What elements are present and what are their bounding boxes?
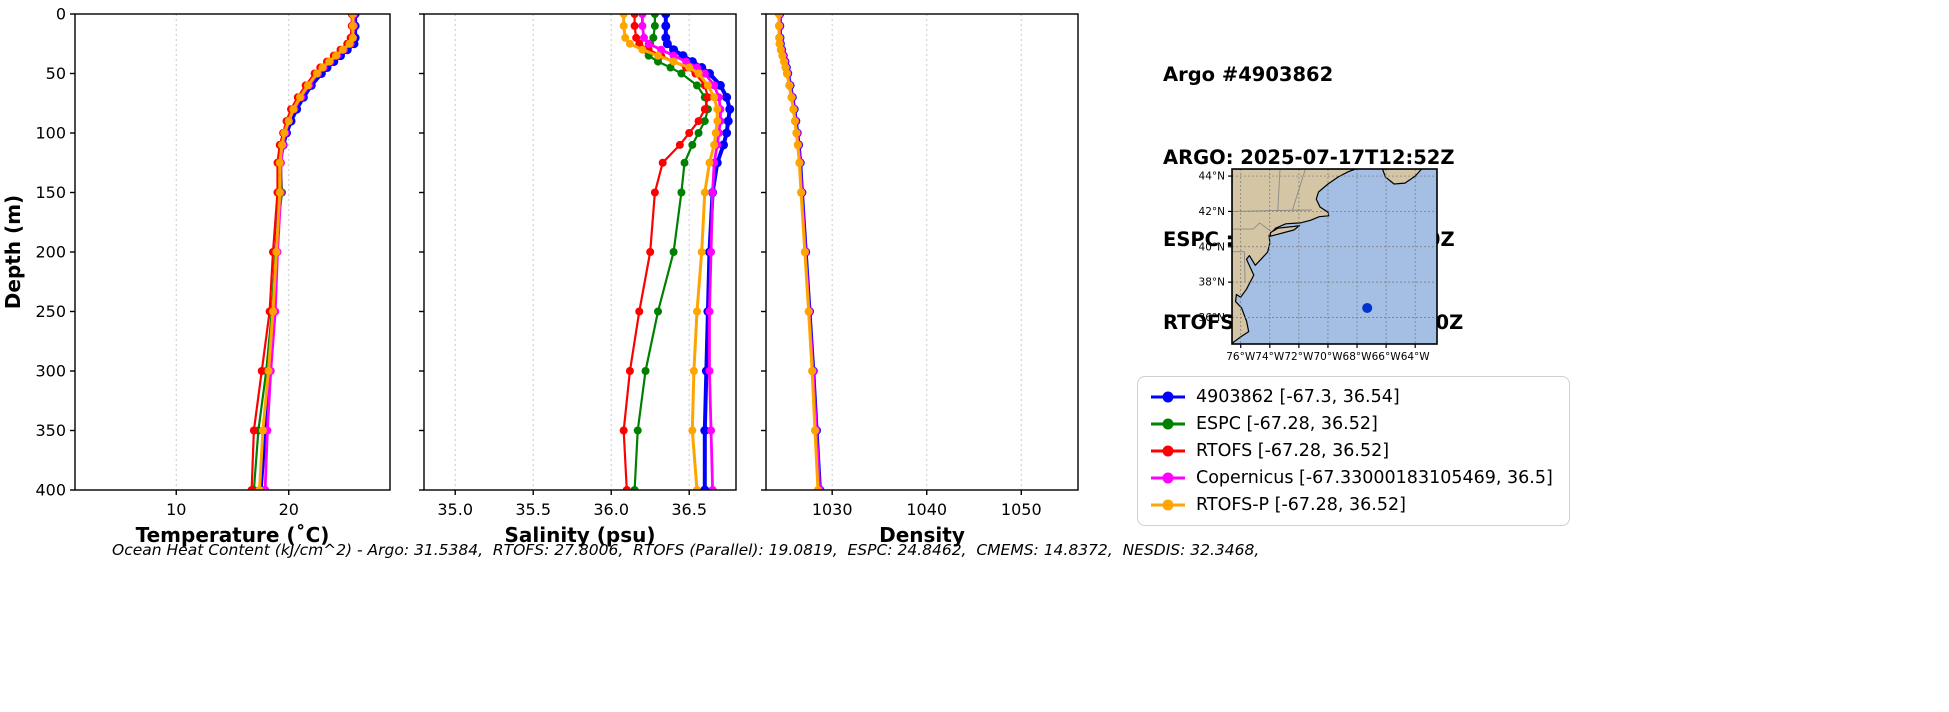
legend-item-argo: 4903862 [-67.3, 36.54] [1149, 386, 1553, 408]
plot-area [247, 14, 360, 490]
map-lon-label: 76°W [1226, 351, 1256, 363]
map-lat-label: 38°N [1199, 277, 1225, 289]
plot-area [774, 14, 825, 490]
legend-line-swatch [1151, 418, 1185, 430]
y-axis-title: Depth (m) [1, 195, 25, 309]
x-tick-label: 20 [279, 500, 299, 519]
legend-item-rtofs-p: RTOFS-P [-67.28, 36.52] [1149, 494, 1553, 516]
x-axis-title: Temperature (˚C) [136, 523, 330, 547]
axes-frame [765, 13, 1079, 491]
x-tick-label: 1030 [812, 500, 853, 519]
legend-item-espc: ESPC [-67.28, 36.52] [1149, 413, 1553, 435]
gridlines [175, 14, 290, 490]
y-tick-label: 0 [56, 5, 66, 24]
legend-line-swatch [1151, 472, 1185, 484]
state-border [1277, 169, 1281, 211]
float-position-dot [1362, 302, 1373, 313]
land-long-island [1269, 225, 1301, 237]
gridlines [454, 14, 690, 490]
legend-line-swatch [1151, 499, 1185, 511]
legend-item-copernicus: Copernicus [-67.33000183105469, 36.5] [1149, 467, 1553, 489]
ocean-heat-content-text: Ocean Heat Content (kJ/cm^2) - Argo: 31.… [112, 541, 1260, 559]
map-lon-label: 68°W [1343, 351, 1373, 363]
map-lon-label: 74°W [1255, 351, 1285, 363]
x-axis-title: Density [879, 523, 965, 547]
map-lat-label: 42°N [1199, 206, 1225, 218]
legend-item-label: RTOFS [-67.28, 36.52] [1196, 441, 1390, 461]
y-tick-label: 150 [35, 183, 66, 202]
series-Copernicus [775, 14, 824, 490]
y-tick-label: 50 [46, 64, 66, 83]
y-tick-label: 400 [35, 481, 66, 500]
series-RTOFS-P [619, 14, 722, 490]
legend-item-rtofs: RTOFS [-67.28, 36.52] [1149, 440, 1553, 462]
state-border [1232, 251, 1246, 283]
land-nova-scotia [1381, 169, 1423, 185]
x-tick-label: 36.5 [671, 500, 707, 519]
plot-area [619, 14, 735, 490]
series-RTOFS-P [774, 14, 822, 490]
x-tick-label: 36.0 [593, 500, 629, 519]
axes-frame [74, 13, 391, 491]
profile-charts-svg: 10 20050100150200250300350400Temperature … [1, 5, 1079, 547]
y-tick-label: 300 [35, 362, 66, 381]
state-border [1232, 222, 1271, 232]
x-tick-label: 1050 [1001, 500, 1042, 519]
timestamp-argo: ARGO: 2025-07-17T12:52Z [1163, 145, 1455, 169]
location-map: 44°N 42°N 40°N 38°N 36°N 76°W 74°W 72°W 70°W 68°W… [1199, 168, 1438, 363]
y-tick-label: 200 [35, 243, 66, 262]
legend-box: 4903862 [-67.3, 36.54] ESPC [-67.28, 36.… [1137, 376, 1570, 526]
x-tick-label: 10 [166, 500, 186, 519]
x-tick-label: 35.0 [437, 500, 473, 519]
map-frame [1231, 168, 1438, 345]
map-lat-label: 36°N [1199, 312, 1225, 324]
x-tick-label: 1040 [906, 500, 947, 519]
map-lat-label: 44°N [1199, 171, 1225, 183]
figure-title: Argo #4903862 [1163, 63, 1334, 86]
map-lat-label: 40°N [1199, 241, 1225, 253]
legend-item-label: Copernicus [-67.33000183105469, 36.5] [1196, 468, 1553, 488]
y-tick-label: 250 [35, 302, 66, 321]
x-axis-title: Salinity (psu) [504, 523, 655, 547]
y-tick-label: 100 [35, 124, 66, 143]
legend-line-swatch [1151, 391, 1185, 403]
y-tick-label: 350 [35, 421, 66, 440]
legend-line-swatch [1151, 445, 1185, 457]
map-lon-label: 64°W [1401, 351, 1431, 363]
x-tick-label: 35.5 [515, 500, 551, 519]
legend-item-label: 4903862 [-67.3, 36.54] [1196, 387, 1400, 407]
series-RTOFS-P [255, 14, 357, 490]
gridlines [831, 14, 1022, 490]
map-lon-label: 66°W [1372, 351, 1402, 363]
map-lon-label: 70°W [1313, 351, 1343, 363]
land-mainland [1232, 169, 1357, 344]
legend-item-label: ESPC [-67.28, 36.52] [1196, 414, 1378, 434]
legend-item-label: RTOFS-P [-67.28, 36.52] [1196, 495, 1406, 515]
map-lon-label: 72°W [1284, 351, 1314, 363]
